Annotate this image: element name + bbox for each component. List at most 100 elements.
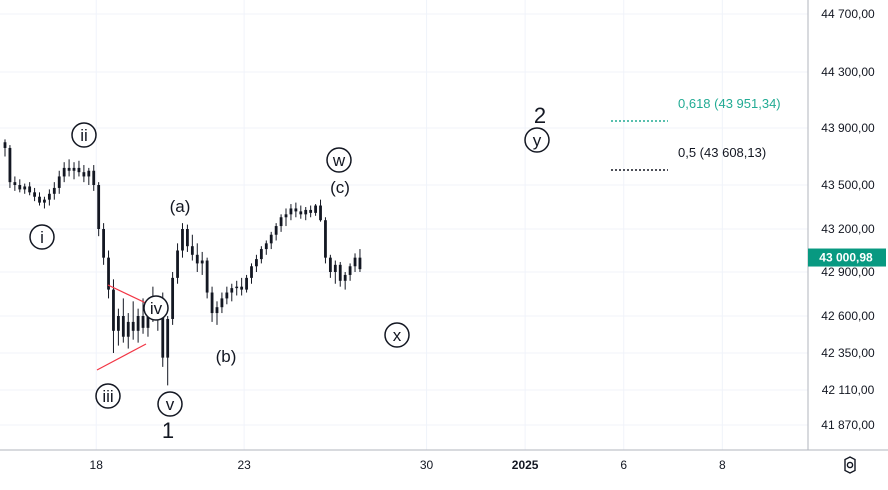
y-tick-label: 42 600,00 [821,309,875,323]
candle-body [171,277,175,319]
wave-text: iii [102,387,113,406]
fib-levels: 0,618 (43 951,34) 0,5 (43 608,13) [611,96,781,171]
candle-body [240,286,244,290]
candle-body [284,214,288,218]
wave-circle [157,391,183,417]
candle-body [186,229,189,247]
candle-body [102,229,105,258]
triangle-lower-line [96,343,147,371]
candle-body [77,167,81,173]
candles [3,139,362,386]
y-tick-label: 41 870,00 [821,418,875,432]
wave-circle [95,383,121,409]
candle-body [33,192,36,197]
candle-body [319,205,322,221]
candle-body [18,185,22,190]
candle-body [210,292,214,314]
candle-body [52,187,56,194]
y-tick-label: 42 900,00 [821,265,875,279]
candle-body [121,316,125,337]
candle-body [112,289,115,331]
candle-body [225,292,229,299]
candle-body [245,277,248,290]
candle-body [67,167,71,171]
triangle-pattern [96,284,151,371]
candle-body [328,257,332,272]
candle-body [107,257,110,290]
wave-text: i [40,228,44,247]
candle-body [38,196,41,203]
wave-circle [71,122,97,148]
x-tick-label: 6 [620,458,627,472]
candle-body [87,170,91,177]
y-tick-label: 44 700,00 [821,7,875,21]
candle-body [181,229,184,251]
wave-label: (c) [330,178,350,197]
current-price-label: 43 000,98 [819,251,873,265]
candle-body [309,209,313,213]
wave-text: v [166,395,175,414]
candle-body [92,170,96,185]
gear-icon[interactable] [839,455,861,475]
wave-text: iv [150,299,163,318]
candle-body [294,208,298,212]
candle-body [57,176,61,188]
candle-body [348,266,352,275]
candle-body [47,193,51,200]
wave-label: 2 [534,103,546,128]
fib-label: 0,5 (43 608,13) [678,145,766,160]
candle-body [220,298,224,308]
candle-body [304,209,308,215]
candle-body [324,220,327,258]
y-tick-label: 43 900,00 [821,121,875,135]
x-tick-label: 2025 [512,458,539,472]
y-tick-label: 43 500,00 [821,178,875,192]
wave-circle [326,147,352,173]
candle-body [343,274,347,281]
candle-body [205,260,209,293]
candle-body [333,264,337,272]
wave-text: (b) [216,347,237,366]
wave-label: 1 [162,418,174,443]
wave-circle [524,127,550,153]
axes: 44 700,00 44 300,00 43 900,00 43 500,00 43 2… [0,0,888,472]
candle-body [195,254,199,264]
fib-label: 0,618 (43 951,34) [678,96,781,111]
candle-body [279,217,283,227]
candle-body [72,167,76,171]
candle-body [259,249,263,260]
wave-label: ii [71,122,97,148]
wave-label: x [384,322,410,348]
wave-text: w [332,151,346,170]
candle-body [82,172,86,177]
x-tick-label: 8 [719,458,726,472]
wave-label: y [524,127,550,153]
candle-body [215,307,219,314]
wave-text: y [533,131,542,150]
wave-label: (a) [170,197,191,216]
candle-body [141,316,145,328]
wave-circle [29,224,55,250]
candle-body [8,147,12,183]
candle-body [136,316,140,331]
y-tick-label: 43 200,00 [821,222,875,236]
grid [0,0,808,450]
candle-body [264,243,268,250]
candle-body [126,321,130,337]
candle-body [338,264,342,281]
candle-body [299,211,303,215]
wave-text: ii [80,126,88,145]
candle-body [28,186,32,193]
candle-body [116,316,120,331]
wave-text: 2 [534,103,546,128]
wave-label: w [326,147,352,173]
x-tick-label: 18 [90,458,104,472]
candle-body [13,182,17,185]
wave-text: 1 [162,418,174,443]
candle-body [255,259,258,267]
candle-body [353,257,357,267]
candle-body [235,286,239,289]
y-tick-label: 42 110,00 [822,383,875,397]
